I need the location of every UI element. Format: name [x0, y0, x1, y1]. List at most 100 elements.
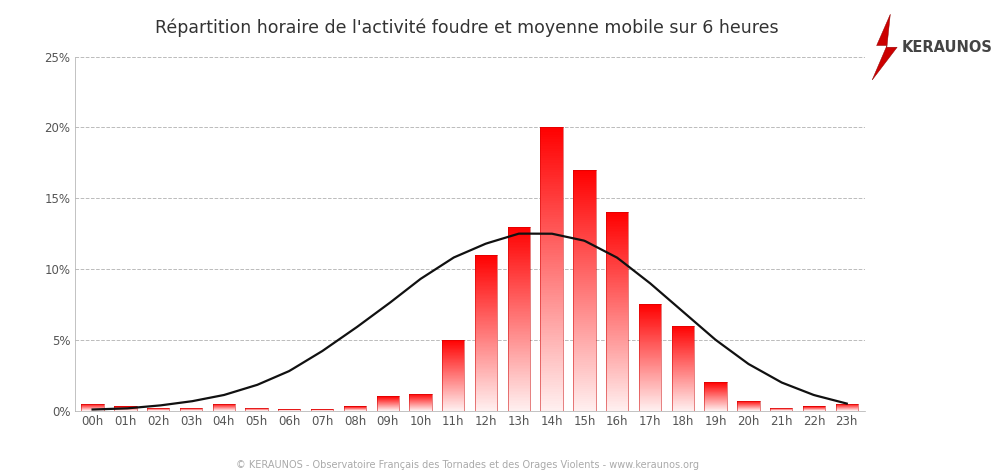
Bar	[574, 180, 595, 182]
Bar	[639, 361, 661, 362]
Bar	[442, 361, 464, 362]
Bar	[442, 373, 464, 374]
Bar	[639, 377, 661, 378]
Bar	[639, 404, 661, 405]
Bar	[541, 401, 563, 404]
Bar	[639, 406, 661, 407]
Bar	[541, 335, 563, 337]
Bar	[606, 303, 628, 305]
Bar	[606, 224, 628, 226]
Bar	[606, 320, 628, 321]
Bar	[574, 224, 595, 226]
Bar	[475, 264, 497, 265]
Bar	[475, 283, 497, 285]
Bar	[606, 356, 628, 358]
Bar	[541, 182, 563, 184]
Bar	[606, 358, 628, 360]
Bar	[508, 371, 530, 372]
Bar	[574, 214, 595, 216]
Bar	[639, 308, 661, 309]
Bar	[508, 381, 530, 383]
Bar	[574, 334, 595, 337]
Bar	[606, 226, 628, 227]
Bar	[639, 353, 661, 354]
Bar	[574, 236, 595, 238]
Bar	[606, 323, 628, 325]
Bar	[508, 259, 530, 261]
Bar	[639, 354, 661, 355]
Bar	[639, 315, 661, 316]
Bar	[672, 359, 694, 360]
Bar	[541, 142, 563, 144]
Bar	[574, 254, 595, 256]
Bar	[541, 191, 563, 194]
Bar	[606, 391, 628, 393]
Bar	[475, 269, 497, 270]
Bar	[508, 338, 530, 340]
Bar	[639, 381, 661, 382]
Bar	[574, 385, 595, 387]
Bar	[574, 296, 595, 298]
Bar	[442, 366, 464, 367]
Bar	[639, 409, 661, 410]
Bar	[475, 342, 497, 343]
Bar	[606, 265, 628, 267]
Bar	[541, 245, 563, 248]
Bar	[574, 198, 595, 200]
Bar	[606, 351, 628, 353]
Bar	[639, 401, 661, 402]
Bar	[541, 137, 563, 139]
Bar	[442, 341, 464, 342]
Bar	[541, 163, 563, 165]
Bar	[574, 182, 595, 184]
Bar	[639, 371, 661, 372]
Bar	[606, 399, 628, 401]
Bar	[639, 323, 661, 324]
Bar	[541, 241, 563, 243]
Bar	[574, 337, 595, 338]
Bar	[639, 329, 661, 330]
Bar	[475, 302, 497, 303]
Bar	[508, 266, 530, 268]
Bar	[639, 350, 661, 351]
Bar	[672, 407, 694, 408]
Bar	[639, 305, 661, 306]
Bar	[475, 347, 497, 348]
Bar	[442, 407, 464, 408]
Bar	[672, 330, 694, 331]
Bar	[508, 385, 530, 386]
Bar	[508, 283, 530, 285]
Bar	[508, 389, 530, 391]
Bar	[606, 278, 628, 280]
Bar	[574, 329, 595, 330]
Bar	[606, 382, 628, 384]
Bar	[606, 245, 628, 247]
Bar	[574, 230, 595, 232]
Bar	[475, 391, 497, 393]
Bar	[475, 350, 497, 351]
Bar	[574, 222, 595, 224]
Bar	[672, 351, 694, 352]
Bar	[508, 332, 530, 334]
Bar	[574, 252, 595, 254]
Bar	[574, 362, 595, 364]
Bar	[672, 353, 694, 354]
Bar	[541, 349, 563, 352]
Bar	[508, 268, 530, 270]
Bar	[475, 279, 497, 281]
Bar	[442, 401, 464, 402]
Bar	[639, 384, 661, 385]
Bar	[606, 214, 628, 216]
Bar	[606, 321, 628, 323]
Bar	[442, 398, 464, 399]
Bar	[541, 208, 563, 210]
Bar	[606, 340, 628, 341]
Bar	[475, 282, 497, 283]
Bar	[639, 399, 661, 400]
Bar	[639, 405, 661, 406]
Bar	[672, 371, 694, 372]
Bar	[541, 255, 563, 257]
Bar	[574, 268, 595, 270]
Bar	[639, 316, 661, 317]
Bar	[442, 405, 464, 406]
